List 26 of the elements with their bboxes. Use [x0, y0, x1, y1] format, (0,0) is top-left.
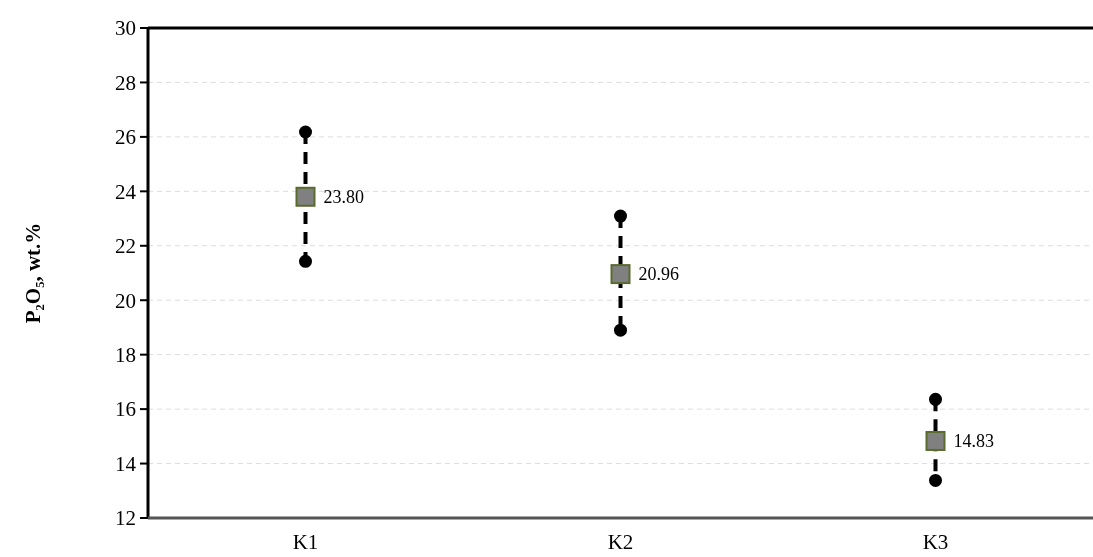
y-tick-label: 26: [115, 125, 136, 150]
y-tick-label: 14: [115, 451, 137, 476]
data-label: 14.83: [953, 431, 994, 452]
point: [925, 430, 946, 451]
x-tick-label: K2: [607, 530, 634, 554]
y-tick-label: 22: [115, 234, 136, 259]
data-label: 23.80: [323, 187, 364, 208]
point: [295, 186, 316, 207]
y-tick-label: 30: [115, 16, 136, 41]
point: [299, 254, 312, 268]
point: [929, 473, 942, 487]
point: [614, 323, 627, 337]
point: [929, 392, 942, 406]
point: [299, 125, 312, 139]
x-tick-label: K3: [922, 530, 949, 554]
y-tick-label: 16: [115, 397, 136, 422]
point: [614, 209, 627, 223]
y-axis-title: P₂O₅, wt.%: [21, 222, 45, 324]
data-label: 20.96: [638, 264, 679, 285]
y-tick-label: 20: [115, 288, 136, 313]
x-tick-label: K1: [292, 530, 319, 554]
y-tick-label: 28: [115, 70, 136, 95]
point: [610, 264, 631, 285]
y-tick-label: 12: [115, 506, 136, 531]
y-tick-label: 24: [115, 179, 137, 204]
y-tick-label: 18: [115, 343, 136, 368]
